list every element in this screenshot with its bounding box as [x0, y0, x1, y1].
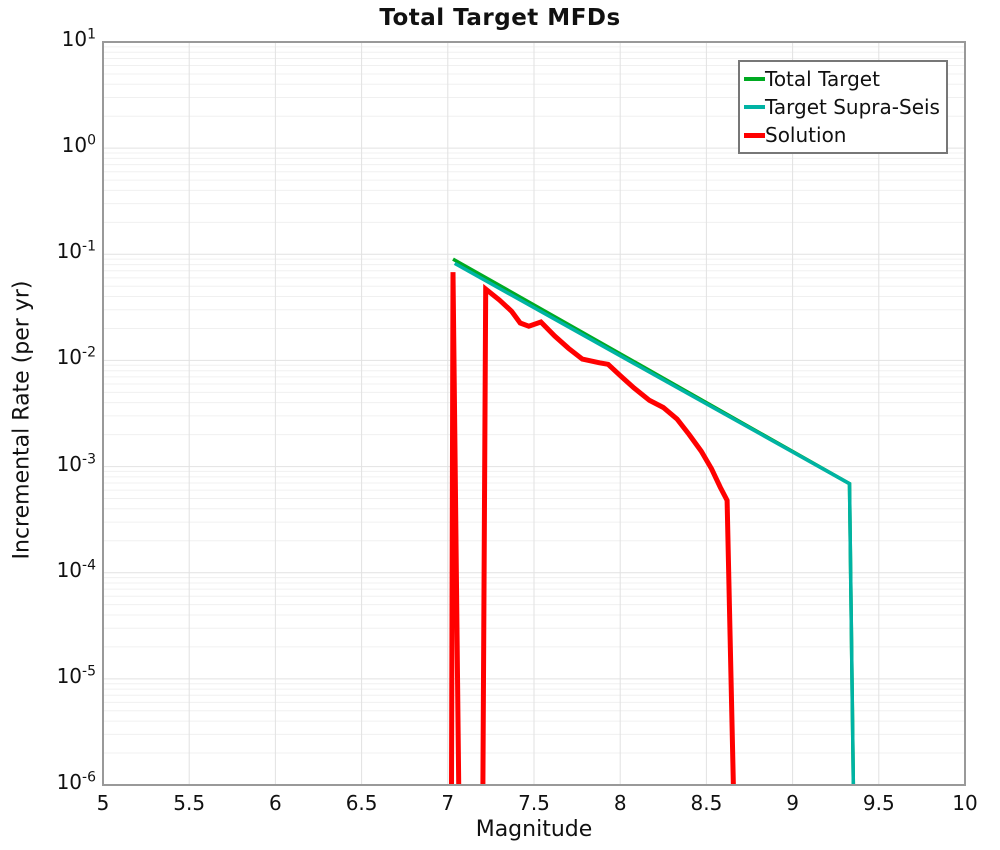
- chart-title: Total Target MFDs: [379, 5, 621, 31]
- x-axis-label: Magnitude: [475, 817, 593, 842]
- y-tick-exponent: 1: [87, 26, 96, 43]
- legend-item-solution: Solution: [744, 121, 942, 149]
- legend-line-swatch: [744, 132, 765, 138]
- y-tick-exponent: -4: [82, 557, 96, 574]
- y-tick-label: 10-4: [0, 557, 96, 582]
- legend-line-swatch: [744, 105, 765, 109]
- axes-box: [102, 41, 966, 786]
- x-tick-label: 6: [269, 791, 282, 815]
- legend-label: Target Supra-Seis: [765, 95, 940, 119]
- y-tick-base: 10: [61, 133, 88, 158]
- y-tick-base: 10: [56, 345, 83, 370]
- x-tick-label: 8: [613, 791, 627, 815]
- legend-label: Total Target: [765, 67, 880, 91]
- legend: Total Target Target Supra-Seis Solution: [738, 60, 948, 154]
- y-tick-base: 10: [56, 770, 83, 794]
- x-tick-label: 5: [96, 791, 110, 815]
- legend-label: Solution: [765, 123, 847, 147]
- x-tick-label: 9.5: [862, 791, 895, 815]
- y-tick-label: 100: [0, 132, 96, 158]
- legend-item-total-target: Total Target: [744, 65, 942, 93]
- y-tick-base: 10: [56, 663, 83, 688]
- y-tick-label: 10-2: [0, 344, 96, 370]
- legend-line-swatch: [744, 77, 765, 81]
- y-tick-label: 10-3: [0, 450, 96, 476]
- y-tick-exponent: -1: [82, 238, 96, 255]
- y-tick-base: 10: [56, 239, 83, 264]
- legend-item-target-supra-seis: Target Supra-Seis: [744, 93, 942, 121]
- y-tick-label: 101: [0, 26, 96, 51]
- series-line-total-target: [452, 257, 856, 785]
- x-tick-label: 6.5: [345, 791, 378, 815]
- x-tick-label: 9: [786, 791, 799, 815]
- y-tick-exponent: -5: [82, 663, 96, 680]
- series-line-target-supra-seis: [453, 261, 856, 785]
- x-tick-label: 7: [441, 791, 455, 815]
- y-tick-label: 10-1: [0, 238, 96, 264]
- y-tick-base: 10: [56, 451, 83, 476]
- x-tick-label: 5.5: [173, 791, 206, 815]
- x-tick-label: 8.5: [690, 791, 723, 815]
- series-line-solution: [449, 272, 736, 785]
- y-axis-label: Incremental Rate (per yr): [9, 280, 35, 560]
- y-tick-exponent: -2: [82, 344, 96, 361]
- y-tick-exponent: -6: [82, 769, 96, 786]
- y-tick-base: 10: [56, 557, 83, 582]
- y-tick-base: 10: [61, 27, 88, 51]
- y-tick-exponent: -3: [82, 450, 96, 467]
- x-tick-label: 10: [952, 791, 978, 815]
- y-tick-label: 10-6: [0, 769, 96, 794]
- y-tick-label: 10-5: [0, 663, 96, 688]
- y-tick-exponent: 0: [87, 132, 96, 149]
- x-tick-label: 7.5: [518, 791, 550, 815]
